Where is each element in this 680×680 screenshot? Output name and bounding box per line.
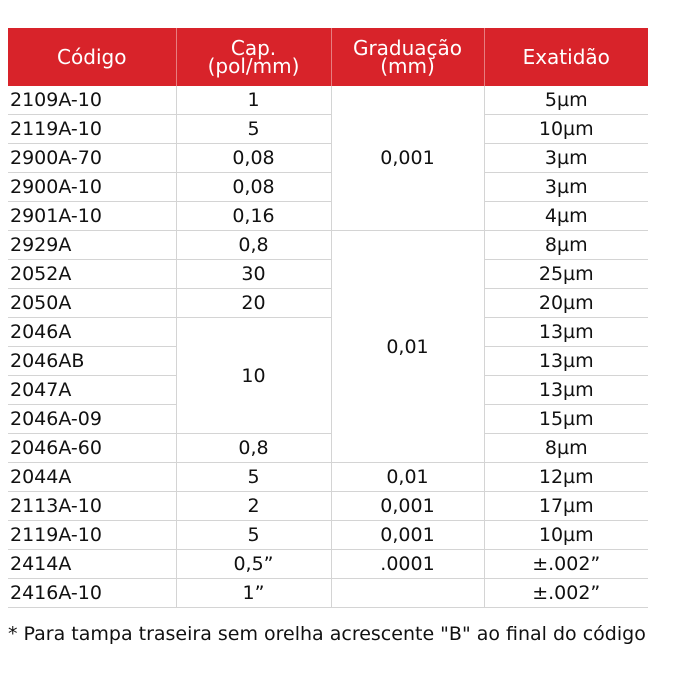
table-row: 2414A 0,5” .0001 ±.002” xyxy=(8,549,648,579)
cell-exatidao: 3µm xyxy=(484,172,648,202)
cell-codigo: 2046A-09 xyxy=(8,404,177,434)
cell-exatidao: 3µm xyxy=(484,143,648,173)
cell-exatidao: 10µm xyxy=(484,520,648,550)
table-row: 2050A 20 20µm xyxy=(8,288,648,318)
cell-exatidao: 15µm xyxy=(484,404,648,434)
cell-codigo: 2929A xyxy=(8,230,177,260)
table-header-row: Código Cap. (pol/mm) Graduação (mm) Exatid… xyxy=(8,28,648,86)
cell-codigo: 2047A xyxy=(8,375,177,405)
cell-exatidao: 10µm xyxy=(484,114,648,144)
cell-exatidao: ±.002” xyxy=(484,578,648,608)
table-row: 2119A-10 5 10µm xyxy=(8,114,648,144)
cell-capacidade: 0,8 xyxy=(176,433,332,463)
spec-table-container: Código Cap. (pol/mm) Graduação (mm) Exatid… xyxy=(8,28,648,608)
cell-exatidao: 25µm xyxy=(484,259,648,289)
table-row: 2113A-10 2 0,001 17µm xyxy=(8,491,648,521)
cell-codigo: 2119A-10 xyxy=(8,520,177,550)
cell-codigo: 2900A-10 xyxy=(8,172,177,202)
cell-codigo: 2119A-10 xyxy=(8,114,177,144)
cell-codigo: 2052A xyxy=(8,259,177,289)
table-row: 2046A 10 13µm xyxy=(8,317,648,434)
cell-graduacao xyxy=(331,578,485,608)
cell-capacidade: 1 xyxy=(176,86,332,115)
cell-exatidao: 8µm xyxy=(484,433,648,463)
cell-codigo: 2901A-10 xyxy=(8,201,177,231)
cell-graduacao: 0,01 xyxy=(331,230,485,463)
table-row: 2052A 30 25µm xyxy=(8,259,648,289)
cell-exatidao: 13µm xyxy=(484,375,648,405)
cell-graduacao: 0,001 xyxy=(331,491,485,521)
table-row: 2119A-10 5 0,001 10µm xyxy=(8,520,648,550)
table-row: 2901A-10 0,16 4µm xyxy=(8,201,648,231)
cell-codigo: 2046A-60 xyxy=(8,433,177,463)
cell-codigo: 2044A xyxy=(8,462,177,492)
cell-exatidao: 13µm xyxy=(484,317,648,347)
cell-exatidao: 5µm xyxy=(484,86,648,115)
table-row: 2109A-10 1 0,001 5µm xyxy=(8,86,648,231)
cell-codigo: 2109A-10 xyxy=(8,86,177,115)
cell-graduacao: 0,001 xyxy=(331,86,485,231)
cell-codigo: 2900A-70 xyxy=(8,143,177,173)
header-exatidao: Exatidão xyxy=(484,28,648,86)
footnote: * Para tampa traseira sem orelha acresce… xyxy=(8,623,646,645)
cell-capacidade: 5 xyxy=(176,520,332,550)
cell-codigo: 2050A xyxy=(8,288,177,318)
cell-exatidao: 13µm xyxy=(484,346,648,376)
table-row: 2929A 0,8 0,01 8µm xyxy=(8,230,648,463)
cell-capacidade: 0,08 xyxy=(176,172,332,202)
cell-graduacao: .0001 xyxy=(331,549,485,579)
cell-codigo: 2046A xyxy=(8,317,177,347)
cell-exatidao: 8µm xyxy=(484,230,648,260)
cell-codigo: 2046AB xyxy=(8,346,177,376)
cell-codigo: 2414A xyxy=(8,549,177,579)
spec-table: Código Cap. (pol/mm) Graduação (mm) Exatid… xyxy=(8,28,648,608)
cell-capacidade: 30 xyxy=(176,259,332,289)
cell-capacidade: 1” xyxy=(176,578,332,608)
cell-capacidade: 20 xyxy=(176,288,332,318)
cell-codigo: 2416A-10 xyxy=(8,578,177,608)
table-row: 2044A 5 0,01 12µm xyxy=(8,462,648,492)
table-body: 2109A-10 1 0,001 5µm 2119A-10 5 10µm 2900A-70 0,… xyxy=(8,86,648,608)
header-capacidade: Cap. (pol/mm) xyxy=(176,28,332,86)
cell-capacidade: 5 xyxy=(176,114,332,144)
cell-exatidao: ±.002” xyxy=(484,549,648,579)
cell-capacidade: 2 xyxy=(176,491,332,521)
table-row: 2046AB 13µm xyxy=(8,346,648,376)
cell-exatidao: 12µm xyxy=(484,462,648,492)
cell-codigo: 2113A-10 xyxy=(8,491,177,521)
header-graduacao: Graduação (mm) xyxy=(331,28,485,86)
cell-capacidade: 0,16 xyxy=(176,201,332,231)
cell-capacidade: 0,08 xyxy=(176,143,332,173)
cell-capacidade: 10 xyxy=(176,317,332,434)
table-row: 2046A-09 15µm xyxy=(8,404,648,434)
cell-capacidade: 0,8 xyxy=(176,230,332,260)
cell-graduacao: 0,001 xyxy=(331,520,485,550)
cell-exatidao: 17µm xyxy=(484,491,648,521)
table-row: 2900A-70 0,08 3µm xyxy=(8,143,648,173)
cell-capacidade: 5 xyxy=(176,462,332,492)
cell-capacidade: 0,5” xyxy=(176,549,332,579)
table-row: 2900A-10 0,08 3µm xyxy=(8,172,648,202)
header-codigo: Código xyxy=(8,28,177,86)
cell-exatidao: 4µm xyxy=(484,201,648,231)
table-row: 2046A-60 0,8 8µm xyxy=(8,433,648,463)
cell-graduacao: 0,01 xyxy=(331,462,485,492)
table-row: 2047A 13µm xyxy=(8,375,648,405)
cell-exatidao: 20µm xyxy=(484,288,648,318)
table-row: 2416A-10 1” ±.002” xyxy=(8,578,648,608)
